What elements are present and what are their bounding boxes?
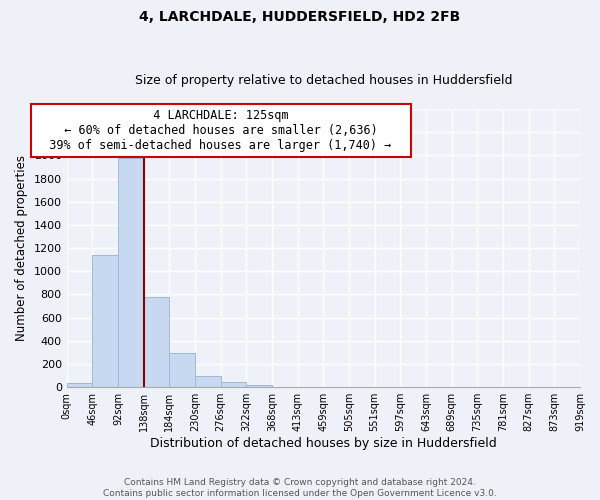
Bar (195, 376, 221, 387)
Bar (67, 383, 92, 387)
Bar (247, 385, 272, 387)
Y-axis label: Number of detached properties: Number of detached properties (15, 155, 28, 341)
Bar (169, 353, 195, 387)
Bar (143, 298, 169, 387)
Title: Size of property relative to detached houses in Huddersfield: Size of property relative to detached ho… (134, 74, 512, 87)
Bar (221, 382, 247, 387)
Text: 4, LARCHDALE, HUDDERSFIELD, HD2 2FB: 4, LARCHDALE, HUDDERSFIELD, HD2 2FB (139, 10, 461, 24)
X-axis label: Distribution of detached houses by size in Huddersfield: Distribution of detached houses by size … (150, 437, 497, 450)
Bar (92, 255, 118, 387)
Bar (118, 158, 143, 387)
Text: Contains HM Land Registry data © Crown copyright and database right 2024.
Contai: Contains HM Land Registry data © Crown c… (103, 478, 497, 498)
Text: 4 LARCHDALE: 125sqm  
  ← 60% of detached houses are smaller (2,636)  
  39% of : 4 LARCHDALE: 125sqm ← 60% of detached ho… (35, 109, 406, 152)
